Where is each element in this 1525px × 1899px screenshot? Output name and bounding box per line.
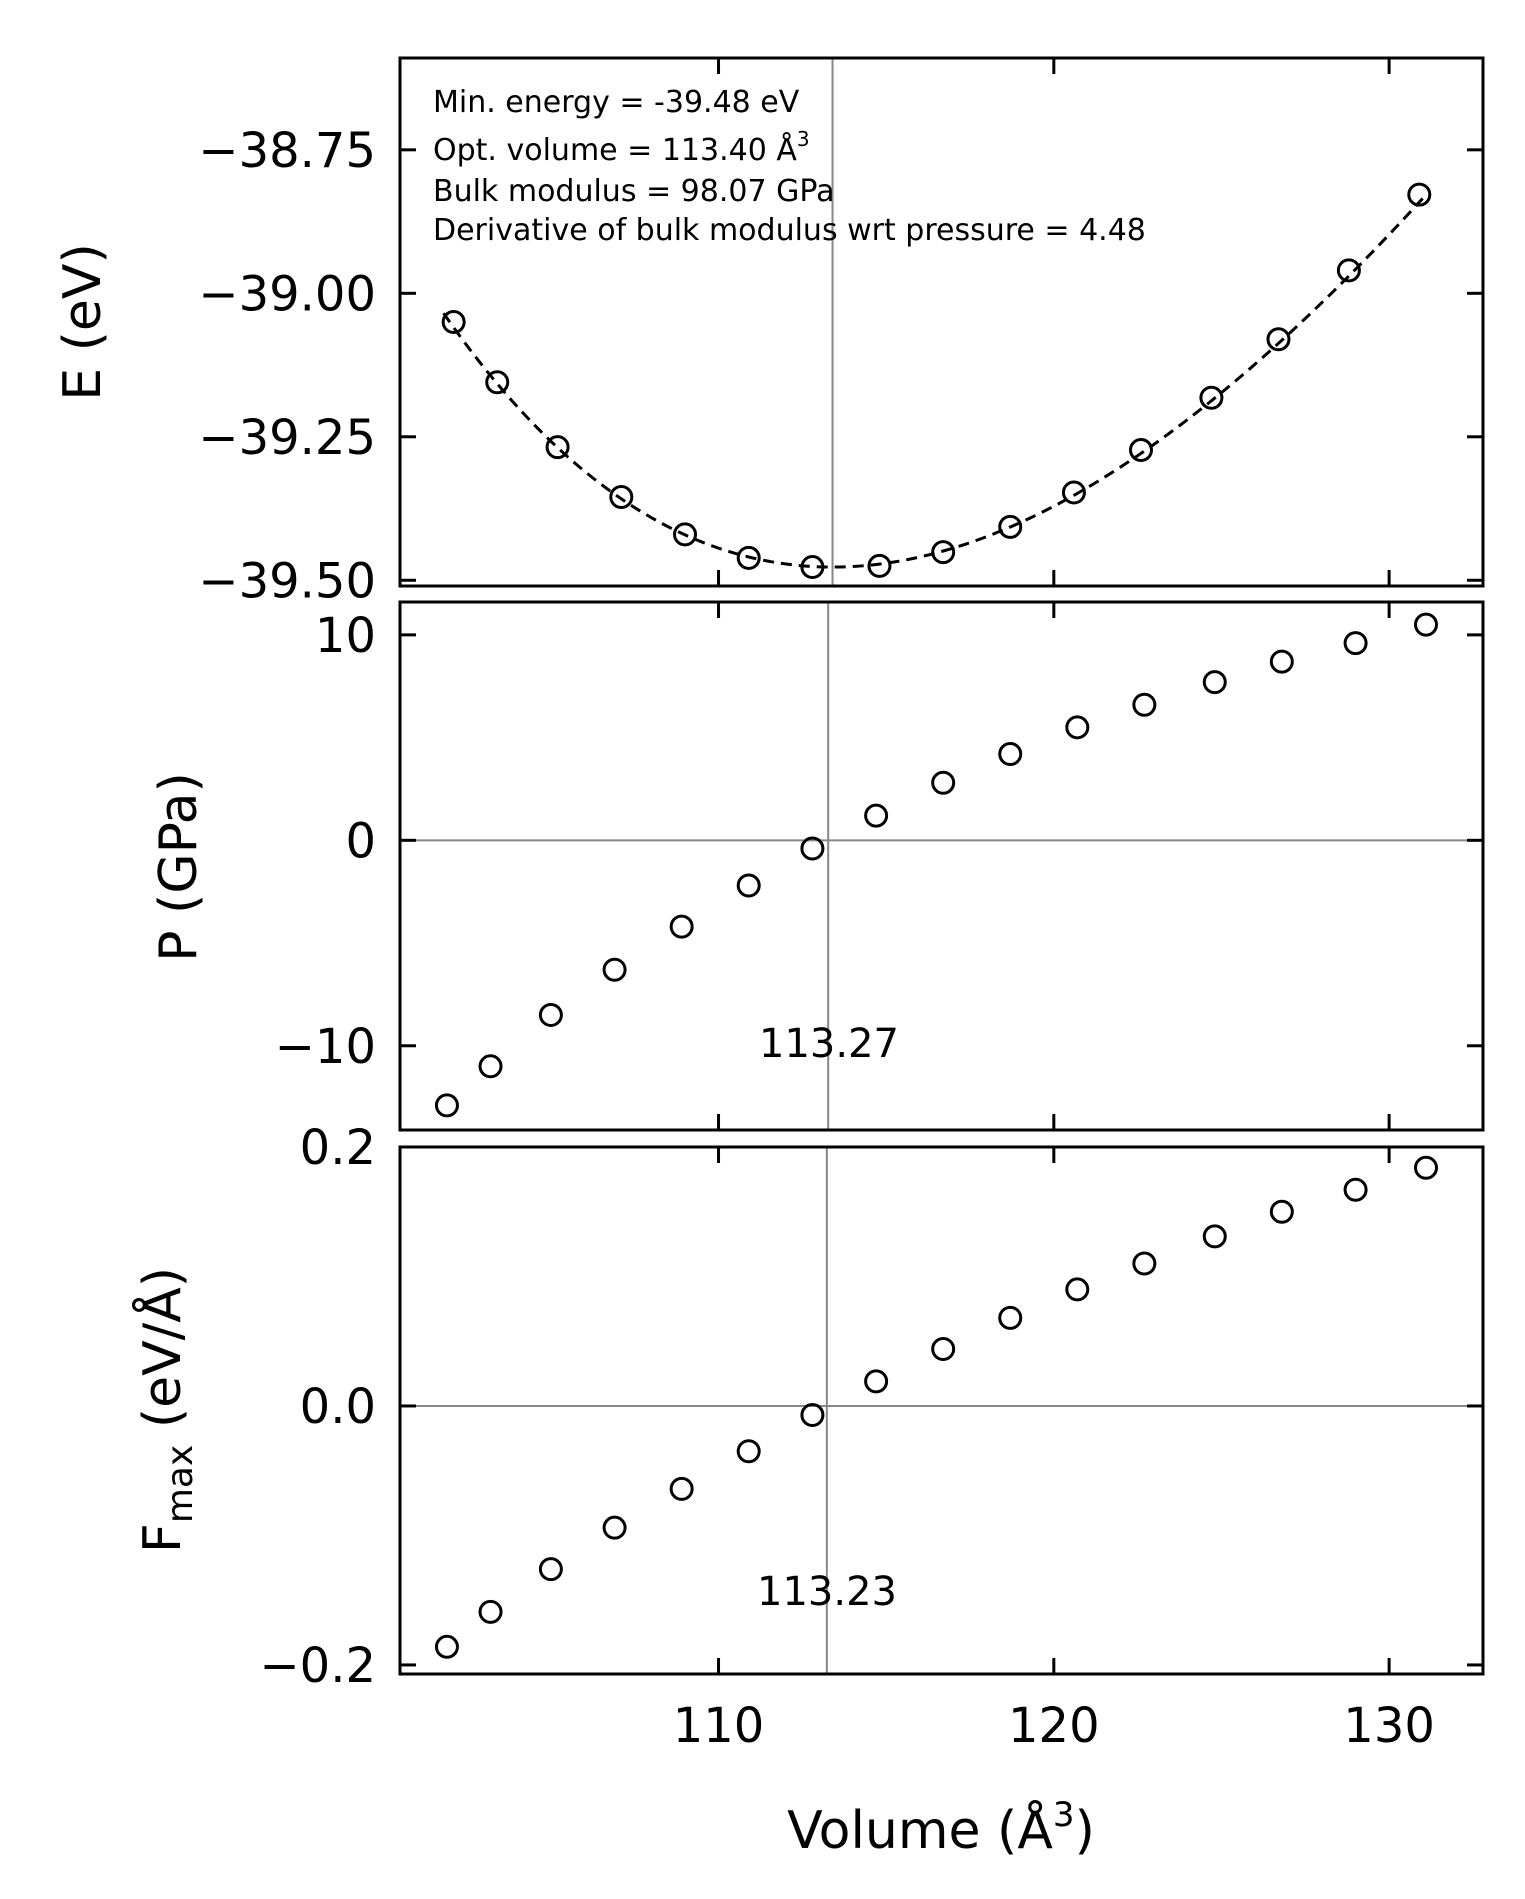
- force-data-point: [1132, 1251, 1157, 1276]
- energy-data-point: [736, 545, 761, 570]
- pressure-panel: 10 0 −10 113.27 P (GPa): [149, 600, 1485, 1132]
- force-data-point: [864, 1369, 889, 1394]
- force-panel: 110 120 130 0.2 0.0 −0.2 113.23 Fmax (eV/Å) V…: [131, 1120, 1485, 1861]
- force-data-point: [998, 1305, 1023, 1330]
- x-axis-label: Volume (Å3): [787, 1795, 1095, 1861]
- pressure-data-point: [1202, 670, 1227, 695]
- x-tick-label: 120: [1008, 1698, 1100, 1754]
- force-data-point: [1065, 1277, 1090, 1302]
- x-axis-label-sup: 3: [1053, 1795, 1075, 1835]
- pressure-data-point: [538, 1002, 563, 1027]
- force-y-tick-label: −0.2: [259, 1638, 376, 1694]
- energy-y-tick-label: −39.25: [198, 410, 376, 466]
- annotation-bulk-modulus: Bulk modulus = 98.07 GPa: [433, 174, 834, 209]
- energy-panel: −38.75 −39.00 −39.25 −39.50 Min. energy = -…: [53, 56, 1485, 609]
- energy-data-point: [800, 555, 825, 580]
- energy-y-axis-label: E (eV): [53, 243, 113, 401]
- force-y-tick-label: 0.2: [300, 1120, 376, 1176]
- energy-data-point: [1336, 258, 1361, 283]
- pressure-data-point: [434, 1093, 459, 1118]
- pressure-data-point: [1132, 692, 1157, 717]
- force-data-point: [736, 1439, 761, 1464]
- force-y-tick-label: 0.0: [300, 1379, 376, 1435]
- annotation-opt-volume: Opt. volume = 113.40 Å3: [433, 127, 810, 168]
- energy-y-tick-label: −39.00: [198, 266, 376, 322]
- force-data-point: [1414, 1155, 1438, 1180]
- force-data-point: [669, 1476, 694, 1501]
- pressure-data-point: [1065, 715, 1090, 740]
- energy-data-point: [931, 540, 956, 565]
- pressure-data-point: [1414, 612, 1438, 637]
- energy-data-point: [998, 514, 1023, 539]
- pressure-data-point: [1269, 649, 1294, 674]
- energy-data-point: [609, 485, 634, 510]
- pressure-data-point: [931, 770, 956, 795]
- energy-data-point: [1061, 480, 1086, 505]
- energy-axes-frame: [398, 56, 1485, 588]
- x-tick-label: 130: [1343, 1698, 1435, 1754]
- energy-y-tick-label: −39.50: [198, 553, 376, 609]
- pressure-y-tick-label: −10: [275, 1019, 376, 1075]
- energy-data-point: [545, 435, 570, 460]
- energy-data-point: [485, 370, 510, 395]
- force-data-point: [931, 1336, 956, 1361]
- pressure-data-point: [478, 1054, 503, 1079]
- energy-data-point: [1199, 385, 1224, 410]
- force-y-axis-label-sub: max: [160, 1445, 201, 1523]
- force-data-point: [602, 1515, 627, 1540]
- energy-data-point: [867, 553, 892, 578]
- pressure-data-point: [736, 873, 761, 898]
- energy-data-point: [1266, 327, 1291, 352]
- energy-annotations: Min. energy = -39.48 eV Opt. volume = 11…: [433, 85, 1146, 248]
- force-axes-frame: [398, 1145, 1485, 1676]
- pressure-vline-label: 113.27: [759, 1021, 899, 1067]
- force-data-point: [538, 1557, 563, 1582]
- x-axis-label-main: Volume (Å: [787, 1799, 1053, 1861]
- energy-y-tick-label: −38.75: [198, 123, 376, 179]
- annotation-min-energy: Min. energy = -39.48 eV: [433, 85, 800, 120]
- pressure-data-point: [602, 957, 627, 982]
- pressure-data-point: [998, 742, 1023, 767]
- pressure-data-point: [1343, 631, 1368, 656]
- energy-data-point: [673, 522, 697, 547]
- force-data-point: [478, 1599, 503, 1624]
- pressure-y-tick-label: 0: [345, 813, 376, 869]
- force-data-point: [434, 1634, 459, 1659]
- energy-data-point: [1129, 437, 1153, 462]
- force-vline-label: 113.23: [757, 1569, 897, 1615]
- x-tick-label: 110: [673, 1698, 765, 1754]
- annotation-opt-volume-text: Opt. volume = 113.40 Å: [433, 132, 797, 168]
- annotation-opt-volume-sup: 3: [797, 127, 810, 151]
- x-axis-label-end: ): [1075, 1801, 1095, 1861]
- pressure-data-point: [669, 914, 694, 939]
- pressure-data-point: [864, 803, 889, 828]
- force-data-point: [800, 1403, 825, 1428]
- force-y-axis-label-rest: (eV/Å): [131, 1267, 193, 1445]
- force-data-point: [1269, 1199, 1294, 1224]
- energy-data-point: [1407, 182, 1432, 207]
- force-y-axis-label: Fmax (eV/Å): [131, 1267, 201, 1553]
- force-data-point: [1202, 1224, 1227, 1249]
- energy-data-point: [441, 310, 466, 334]
- pressure-y-tick-label: 10: [315, 608, 376, 664]
- pressure-data-point: [800, 836, 825, 861]
- pressure-axes-frame: [398, 600, 1485, 1132]
- force-y-axis-label-main: F: [133, 1523, 193, 1553]
- force-data-point: [1343, 1177, 1368, 1202]
- annotation-bulk-derivative: Derivative of bulk modulus wrt pressure …: [433, 213, 1146, 248]
- pressure-y-axis-label: P (GPa): [149, 772, 209, 962]
